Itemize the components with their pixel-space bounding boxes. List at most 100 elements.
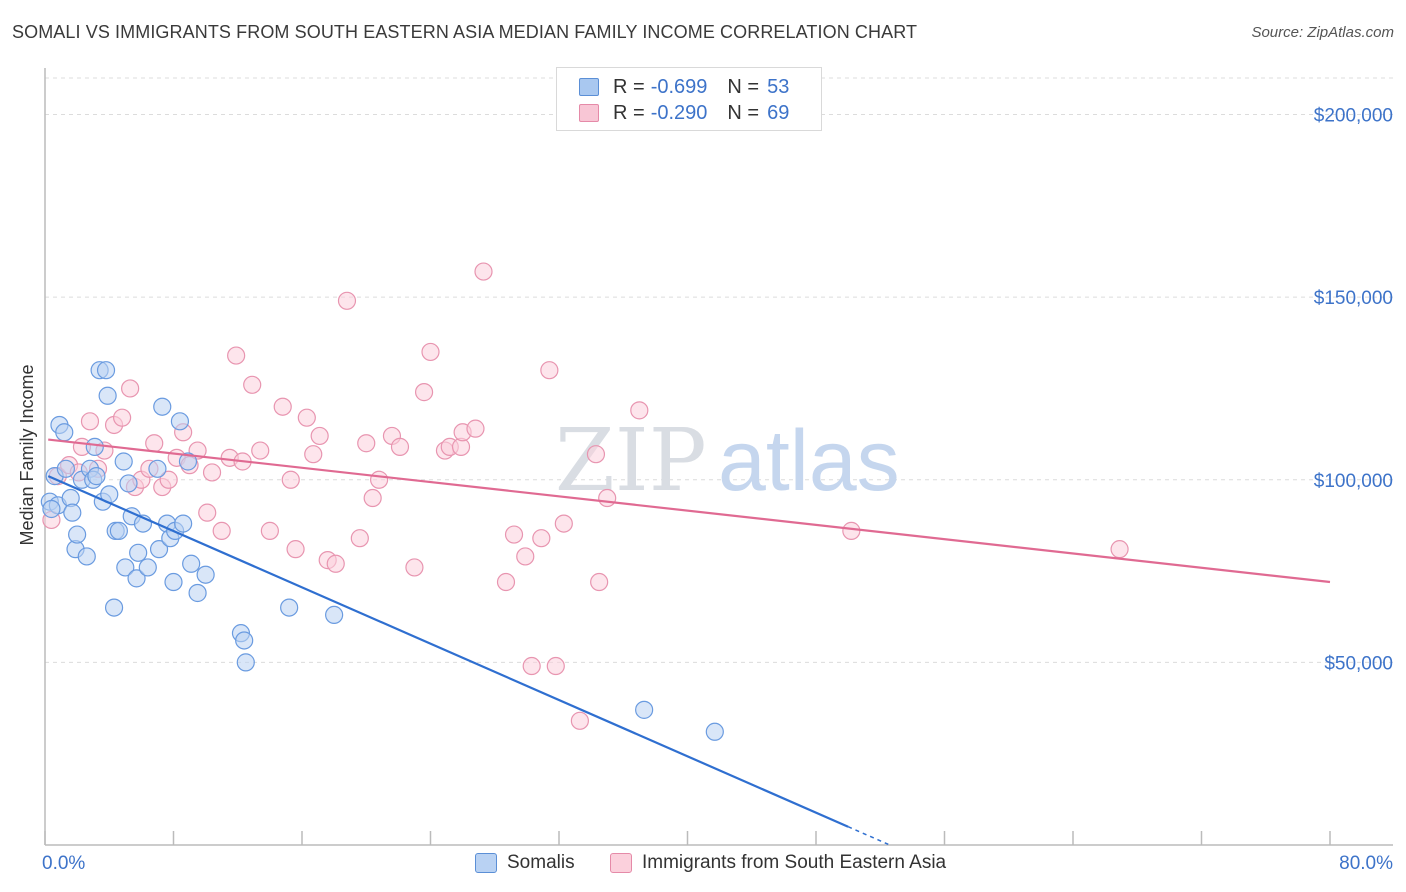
point-immigrants (546, 656, 565, 676)
point-somalis (235, 631, 254, 650)
point-somalis (98, 386, 117, 405)
point-immigrants (421, 342, 440, 362)
x-tick-label-min: 0.0% (42, 853, 85, 874)
point-somalis (129, 543, 148, 562)
grid-lines (45, 77, 1395, 663)
point-immigrants (337, 291, 357, 310)
point-immigrants (243, 375, 262, 394)
point-somalis (77, 547, 96, 566)
legend-swatch-somalis (579, 78, 599, 96)
trend-lines (47, 438, 1331, 846)
point-immigrants (357, 434, 376, 453)
point-immigrants (227, 346, 246, 365)
point-immigrants (310, 426, 329, 446)
trend-line-somalis (47, 475, 849, 828)
point-somalis (87, 467, 106, 486)
point-somalis (635, 700, 654, 719)
point-immigrants (121, 379, 140, 398)
legend-label-immigrants: Immigrants from South Eastern Asia (642, 852, 947, 873)
point-somalis (104, 598, 124, 617)
legend-r-value: -0.290 (650, 101, 708, 124)
point-immigrants (260, 521, 279, 540)
point-immigrants (297, 408, 316, 427)
chart-title: SOMALI VS IMMIGRANTS FROM SOUTH EASTERN … (12, 22, 918, 42)
legend-swatch-immigrants (579, 104, 599, 122)
point-immigrants (496, 572, 516, 592)
point-immigrants (281, 470, 300, 489)
point-somalis (236, 653, 255, 672)
point-somalis (182, 554, 201, 573)
point-somalis (170, 412, 190, 431)
legend-swatch-immigrants (610, 853, 632, 873)
point-somalis (119, 474, 138, 493)
point-somalis (114, 452, 133, 471)
legend-label-somalis: Somalis (507, 852, 575, 873)
legend-item-immigrants[interactable]: Immigrants from South Eastern Asia (610, 852, 946, 874)
point-immigrants (202, 463, 222, 482)
point-somalis (164, 572, 183, 592)
legend-item-somalis[interactable]: Somalis (475, 852, 575, 874)
point-somalis (109, 521, 128, 540)
y-tick-labels: $50,000 $100,000 $150,000 $200,000 (1314, 106, 1393, 675)
point-somalis (85, 437, 104, 456)
point-somalis (705, 722, 724, 741)
legend-n-label: N = (727, 101, 760, 124)
series-legend: Somalis Immigrants from South Eastern As… (0, 852, 1406, 878)
point-immigrants (212, 521, 231, 540)
legend-row-immigrants: R = -0.290 N = 69 (579, 101, 789, 125)
point-immigrants (251, 441, 270, 460)
point-immigrants (570, 711, 589, 730)
point-somalis (174, 514, 193, 533)
point-immigrants (363, 488, 382, 508)
watermark: ZIP atlas (555, 411, 900, 511)
axes (44, 68, 1393, 846)
point-immigrants (159, 470, 178, 489)
point-somalis (138, 558, 157, 577)
x-tick-labels: 0.0% 80.0% (42, 853, 1393, 874)
point-immigrants (273, 397, 292, 416)
point-immigrants (630, 401, 649, 420)
y-tick-label: $150,000 (1314, 288, 1393, 309)
point-immigrants (326, 554, 345, 573)
legend-n-value: 53 (767, 75, 790, 98)
point-somalis (127, 569, 146, 588)
point-somalis (280, 598, 299, 617)
point-immigrants (350, 529, 369, 548)
point-immigrants (842, 521, 861, 540)
series-somalis-points (40, 361, 724, 741)
point-immigrants (370, 470, 389, 489)
y-tick-label: $50,000 (1324, 653, 1393, 674)
point-somalis (153, 397, 172, 416)
watermark-atlas: atlas (718, 413, 900, 509)
legend-swatch-somalis (475, 853, 497, 873)
point-immigrants (414, 383, 434, 402)
chart-source: Source: ZipAtlas.com (1251, 24, 1394, 41)
point-immigrants (532, 529, 551, 548)
point-somalis (55, 423, 74, 442)
point-somalis (42, 499, 61, 519)
point-somalis (96, 361, 116, 380)
point-immigrants (522, 656, 541, 676)
point-somalis (63, 503, 82, 522)
point-immigrants (540, 361, 559, 380)
trend-line-somalis-extension (847, 826, 889, 846)
legend-r-label: R = (613, 75, 645, 98)
point-immigrants (516, 547, 535, 566)
point-immigrants (286, 540, 305, 559)
point-somalis (56, 459, 75, 478)
point-immigrants (1110, 540, 1129, 559)
point-somalis (196, 565, 215, 584)
point-somalis (178, 452, 198, 471)
point-immigrants (304, 445, 323, 464)
point-immigrants (474, 262, 493, 281)
point-immigrants (598, 488, 617, 508)
point-immigrants (405, 558, 424, 577)
point-immigrants (590, 572, 609, 592)
y-axis-label: Median Family Income (17, 364, 37, 545)
stats-legend: R = -0.699 N = 53 R = -0.290 N = 69 (556, 67, 822, 131)
point-immigrants (145, 434, 164, 453)
point-somalis (148, 459, 167, 478)
legend-r-value: -0.699 (650, 75, 708, 98)
point-immigrants (390, 437, 410, 456)
